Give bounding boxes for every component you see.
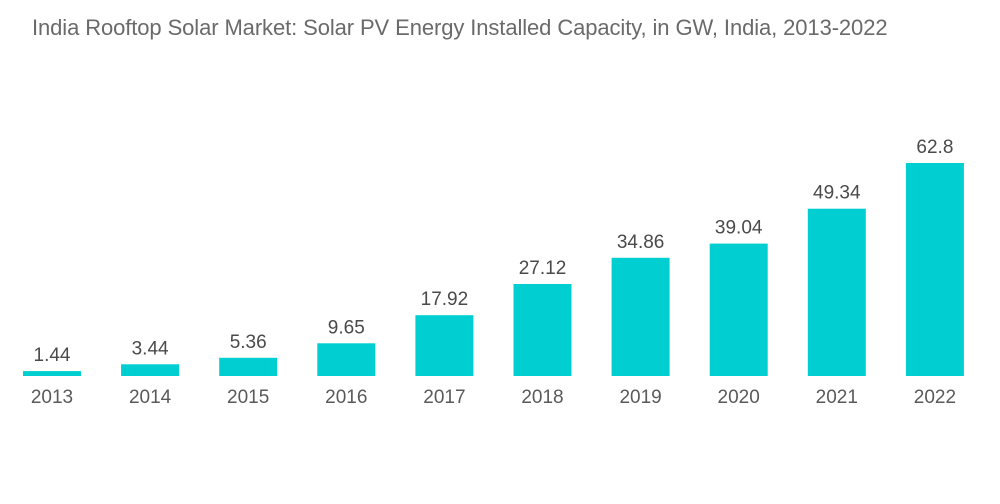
bar-2020 xyxy=(709,243,768,376)
bar-2019 xyxy=(611,257,670,376)
x-tick-label-2016: 2016 xyxy=(325,387,367,408)
bar-2022 xyxy=(905,163,964,376)
data-label-2015: 5.36 xyxy=(230,332,267,353)
bar-2018 xyxy=(513,284,572,376)
x-tick-label-2019: 2019 xyxy=(619,387,661,408)
data-label-2018: 27.12 xyxy=(519,258,567,279)
x-tick-label-2022: 2022 xyxy=(914,387,956,408)
bar-2014 xyxy=(121,364,180,376)
x-tick-label-2020: 2020 xyxy=(718,387,760,408)
x-tick-label-2014: 2014 xyxy=(129,387,172,408)
bar-2017 xyxy=(415,315,474,376)
data-label-2014: 3.44 xyxy=(132,338,169,359)
x-tick-label-2015: 2015 xyxy=(227,387,269,408)
data-label-2020: 39.04 xyxy=(715,218,763,239)
x-tick-label-2017: 2017 xyxy=(423,387,465,408)
x-tick-label-2021: 2021 xyxy=(816,387,858,408)
x-tick-label-2018: 2018 xyxy=(521,387,563,408)
data-label-2022: 62.8 xyxy=(916,137,953,158)
bar-2015 xyxy=(219,357,278,376)
data-label-2017: 17.92 xyxy=(421,289,469,310)
bar-2021 xyxy=(807,208,866,376)
chart-title: India Rooftop Solar Market: Solar PV Ene… xyxy=(32,15,888,40)
data-label-2016: 9.65 xyxy=(328,317,365,338)
bar-2016 xyxy=(317,343,376,376)
data-label-2013: 1.44 xyxy=(34,345,71,366)
bar-2013 xyxy=(23,371,81,376)
x-tick-label-2013: 2013 xyxy=(31,387,73,408)
data-label-2021: 49.34 xyxy=(813,183,861,204)
data-label-2019: 34.86 xyxy=(617,232,665,253)
